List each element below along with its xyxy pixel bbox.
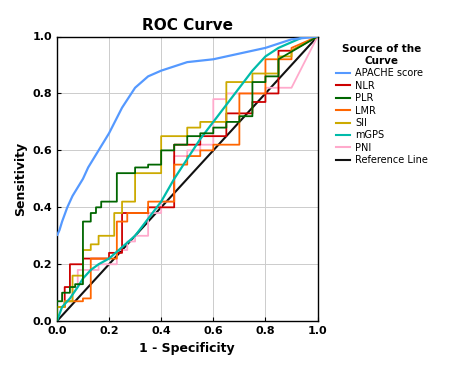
- Y-axis label: Sensitivity: Sensitivity: [14, 142, 27, 216]
- Legend: APACHE score, NLR, PLR, LMR, SII, mGPS, PNI, Reference Line: APACHE score, NLR, PLR, LMR, SII, mGPS, …: [333, 41, 431, 168]
- X-axis label: 1 - Specificity: 1 - Specificity: [139, 342, 235, 355]
- Title: ROC Curve: ROC Curve: [142, 18, 233, 32]
